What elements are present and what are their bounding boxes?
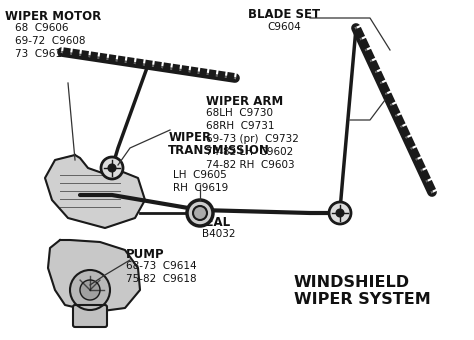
- Text: WINDSHIELD: WINDSHIELD: [294, 275, 410, 290]
- Text: 75-82  C9618: 75-82 C9618: [126, 274, 196, 284]
- Text: LH  C9605: LH C9605: [173, 170, 227, 180]
- Polygon shape: [48, 240, 140, 312]
- Text: 68-73  C9614: 68-73 C9614: [126, 261, 196, 271]
- Circle shape: [329, 202, 351, 224]
- Text: C9604: C9604: [267, 21, 301, 32]
- Text: BLADE SET: BLADE SET: [248, 8, 320, 21]
- Text: RH  C9619: RH C9619: [173, 183, 228, 193]
- Text: 69-72  C9608: 69-72 C9608: [15, 36, 85, 46]
- Text: 68LH  C9730: 68LH C9730: [206, 108, 273, 118]
- Text: WIPER MOTOR: WIPER MOTOR: [5, 10, 101, 23]
- Text: WIPER: WIPER: [168, 131, 211, 144]
- Circle shape: [70, 270, 110, 310]
- Circle shape: [187, 200, 213, 226]
- Text: TRANSMISSION: TRANSMISSION: [168, 144, 270, 157]
- Text: PUMP: PUMP: [126, 248, 164, 261]
- Circle shape: [108, 164, 116, 172]
- Text: B4032: B4032: [202, 229, 235, 239]
- Text: 74-82 LH  C9602: 74-82 LH C9602: [206, 147, 293, 157]
- Circle shape: [80, 280, 100, 300]
- Text: WIPER SYSTEM: WIPER SYSTEM: [294, 292, 431, 307]
- Circle shape: [336, 209, 344, 217]
- Text: WIPER ARM: WIPER ARM: [206, 95, 283, 108]
- Polygon shape: [45, 155, 145, 228]
- Circle shape: [101, 157, 123, 179]
- Text: 73  C9610: 73 C9610: [15, 49, 68, 59]
- Text: SEAL: SEAL: [197, 216, 230, 229]
- Text: 69-73 (pr)  C9732: 69-73 (pr) C9732: [206, 134, 299, 144]
- Circle shape: [193, 206, 207, 220]
- Text: 74-82 RH  C9603: 74-82 RH C9603: [206, 160, 295, 170]
- Text: 68  C9606: 68 C9606: [15, 23, 68, 33]
- Text: 68RH  C9731: 68RH C9731: [206, 121, 275, 131]
- FancyBboxPatch shape: [73, 305, 107, 327]
